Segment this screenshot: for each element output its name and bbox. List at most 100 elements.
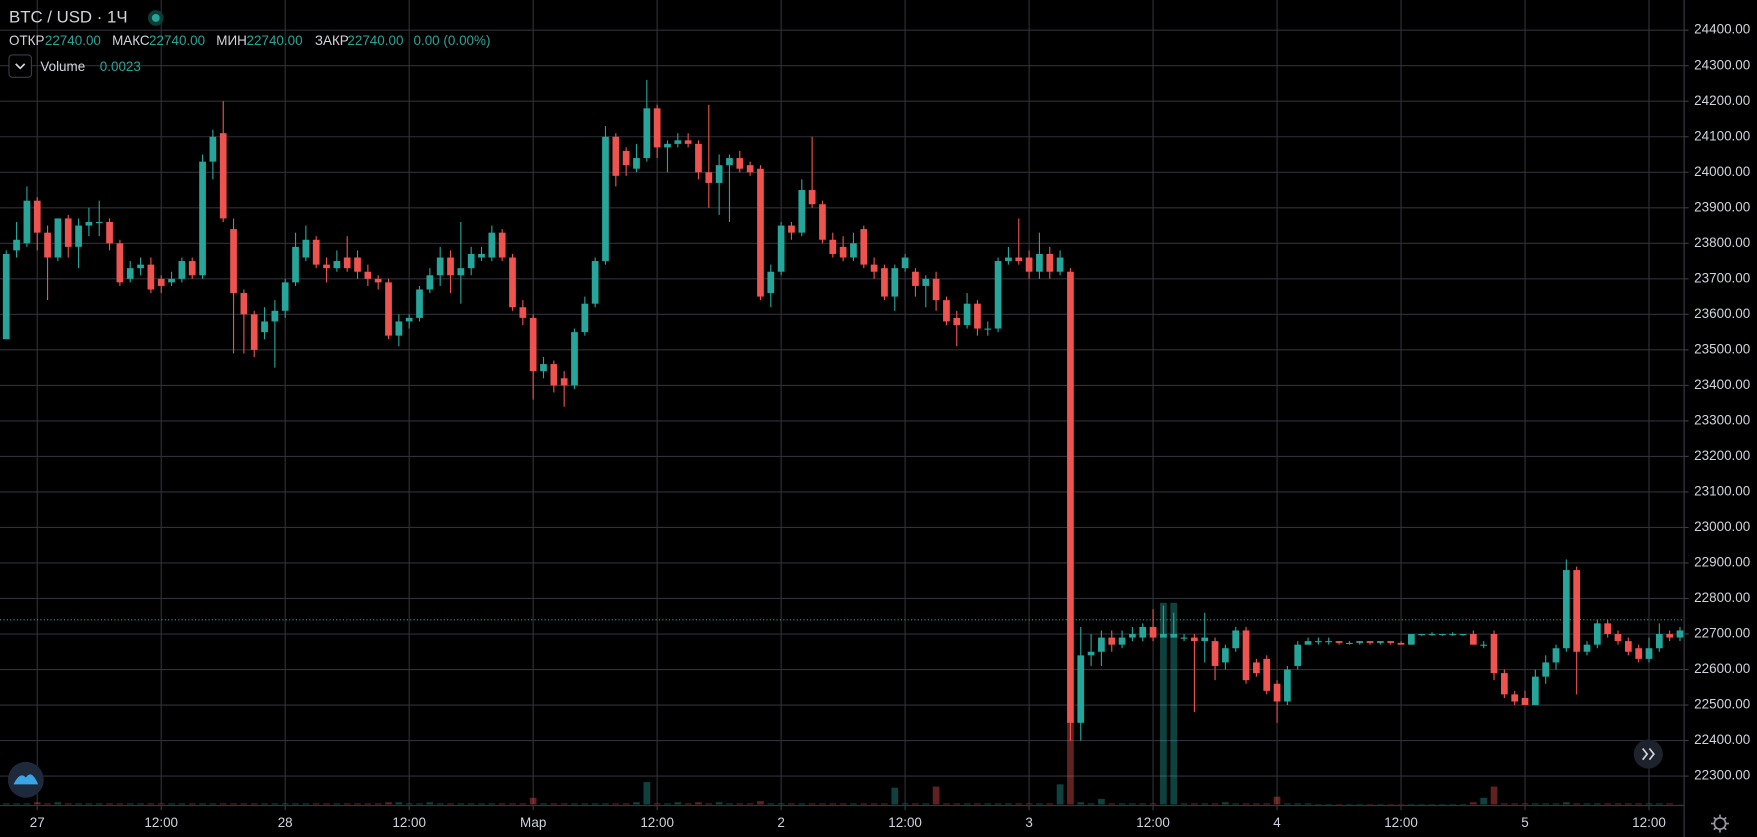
candle-body xyxy=(1366,641,1374,643)
volume-bar xyxy=(581,803,589,805)
candle-body xyxy=(1108,637,1116,645)
volume-bar xyxy=(1015,803,1023,805)
candle-body xyxy=(333,261,341,269)
volume-bar xyxy=(1160,602,1167,805)
candle-body xyxy=(571,332,578,386)
volume-bar xyxy=(1294,803,1302,805)
volume-bar xyxy=(550,803,558,805)
volume-bar xyxy=(1077,802,1085,805)
candle-body xyxy=(95,221,103,224)
candle-body xyxy=(64,218,72,247)
volume-bar xyxy=(870,803,878,805)
volume-bar xyxy=(1480,797,1488,805)
x-tick-label: 4 xyxy=(1273,815,1281,830)
x-tick-label: 5 xyxy=(1521,815,1528,830)
candle-body xyxy=(798,190,806,233)
volume-bar xyxy=(33,802,41,805)
volume-bar xyxy=(385,802,392,805)
volume-bar xyxy=(1325,803,1333,805)
volume-bar xyxy=(891,787,899,805)
gear-teeth xyxy=(1711,814,1729,833)
y-tick-label: 23300.00 xyxy=(1694,412,1750,427)
candle-body xyxy=(622,150,630,166)
candle-body xyxy=(1304,641,1312,645)
x-tick-label: 12:00 xyxy=(888,815,922,830)
candle-body xyxy=(705,172,713,183)
logo-button[interactable] xyxy=(7,761,44,798)
candle-body xyxy=(963,303,971,325)
collapse-button[interactable] xyxy=(8,54,32,78)
candle-body xyxy=(354,257,361,272)
candle-body xyxy=(137,264,144,269)
volume-bar xyxy=(509,803,516,805)
candle-body xyxy=(85,221,93,226)
candle-body xyxy=(488,232,496,258)
settings-button[interactable] xyxy=(1711,814,1729,833)
volume-bar xyxy=(777,803,785,805)
candle-body xyxy=(1180,637,1188,639)
volume-bar xyxy=(1263,803,1271,805)
volume-bar xyxy=(715,802,723,805)
volume-bar xyxy=(292,803,299,805)
candle-body xyxy=(157,278,165,286)
volume-bar xyxy=(1604,803,1612,805)
volume-bar xyxy=(591,803,599,805)
candle-body xyxy=(1459,634,1467,636)
volume-bar xyxy=(1036,803,1043,805)
candle-body xyxy=(312,239,320,265)
candle-body xyxy=(178,261,186,279)
volume-bar xyxy=(653,803,661,805)
volume-bar xyxy=(343,803,351,805)
status-dot xyxy=(151,14,160,22)
volume-bar xyxy=(405,803,413,805)
y-tick-label: 24100.00 xyxy=(1694,128,1750,143)
volume-bar xyxy=(901,803,909,805)
volume-bar xyxy=(643,782,651,805)
volume-bar xyxy=(281,803,289,805)
volume-bar xyxy=(106,803,113,805)
candle-body xyxy=(116,243,124,283)
volume-bar xyxy=(571,803,578,805)
volume-bar xyxy=(1284,803,1291,805)
volume-bar xyxy=(974,803,981,805)
candle-body xyxy=(932,278,940,301)
volume-bar xyxy=(1346,803,1353,805)
high-value: 22740.00 xyxy=(149,33,205,48)
candle-body xyxy=(478,253,485,258)
volume-bar xyxy=(705,803,713,805)
candle-body xyxy=(374,278,382,283)
volume-bar xyxy=(1469,802,1477,805)
volume-bar xyxy=(312,803,320,805)
candle-body xyxy=(922,278,930,286)
candle-body xyxy=(1191,637,1198,642)
volume-bar xyxy=(1242,803,1250,805)
volume-bar xyxy=(932,786,940,805)
candle-body xyxy=(1118,637,1126,645)
volume-bar xyxy=(1573,803,1581,805)
volume-bar xyxy=(1191,803,1198,805)
volume-bar xyxy=(13,803,20,805)
volume-bar xyxy=(219,803,227,805)
candle-body xyxy=(1655,634,1663,649)
volume-bar xyxy=(1139,803,1147,805)
volume-bar xyxy=(178,803,186,805)
scroll-right-button[interactable] xyxy=(1633,739,1663,769)
y-tick-label: 22900.00 xyxy=(1694,555,1750,570)
x-tick-label: 2 xyxy=(777,815,784,830)
volume-bar xyxy=(1387,803,1395,805)
candle-body xyxy=(953,317,961,325)
candle-body xyxy=(2,253,10,340)
candle-body xyxy=(881,268,888,297)
candle-body xyxy=(1263,658,1271,691)
volume-bar xyxy=(126,803,134,805)
candle-body xyxy=(1593,623,1601,645)
candle-body xyxy=(912,271,919,286)
y-tick-label: 22400.00 xyxy=(1694,732,1750,747)
candle-body xyxy=(1170,634,1178,638)
volume-bar xyxy=(829,803,837,805)
volume-bar xyxy=(1108,803,1116,805)
candle-body xyxy=(1521,697,1529,706)
volume-bar xyxy=(261,803,268,805)
